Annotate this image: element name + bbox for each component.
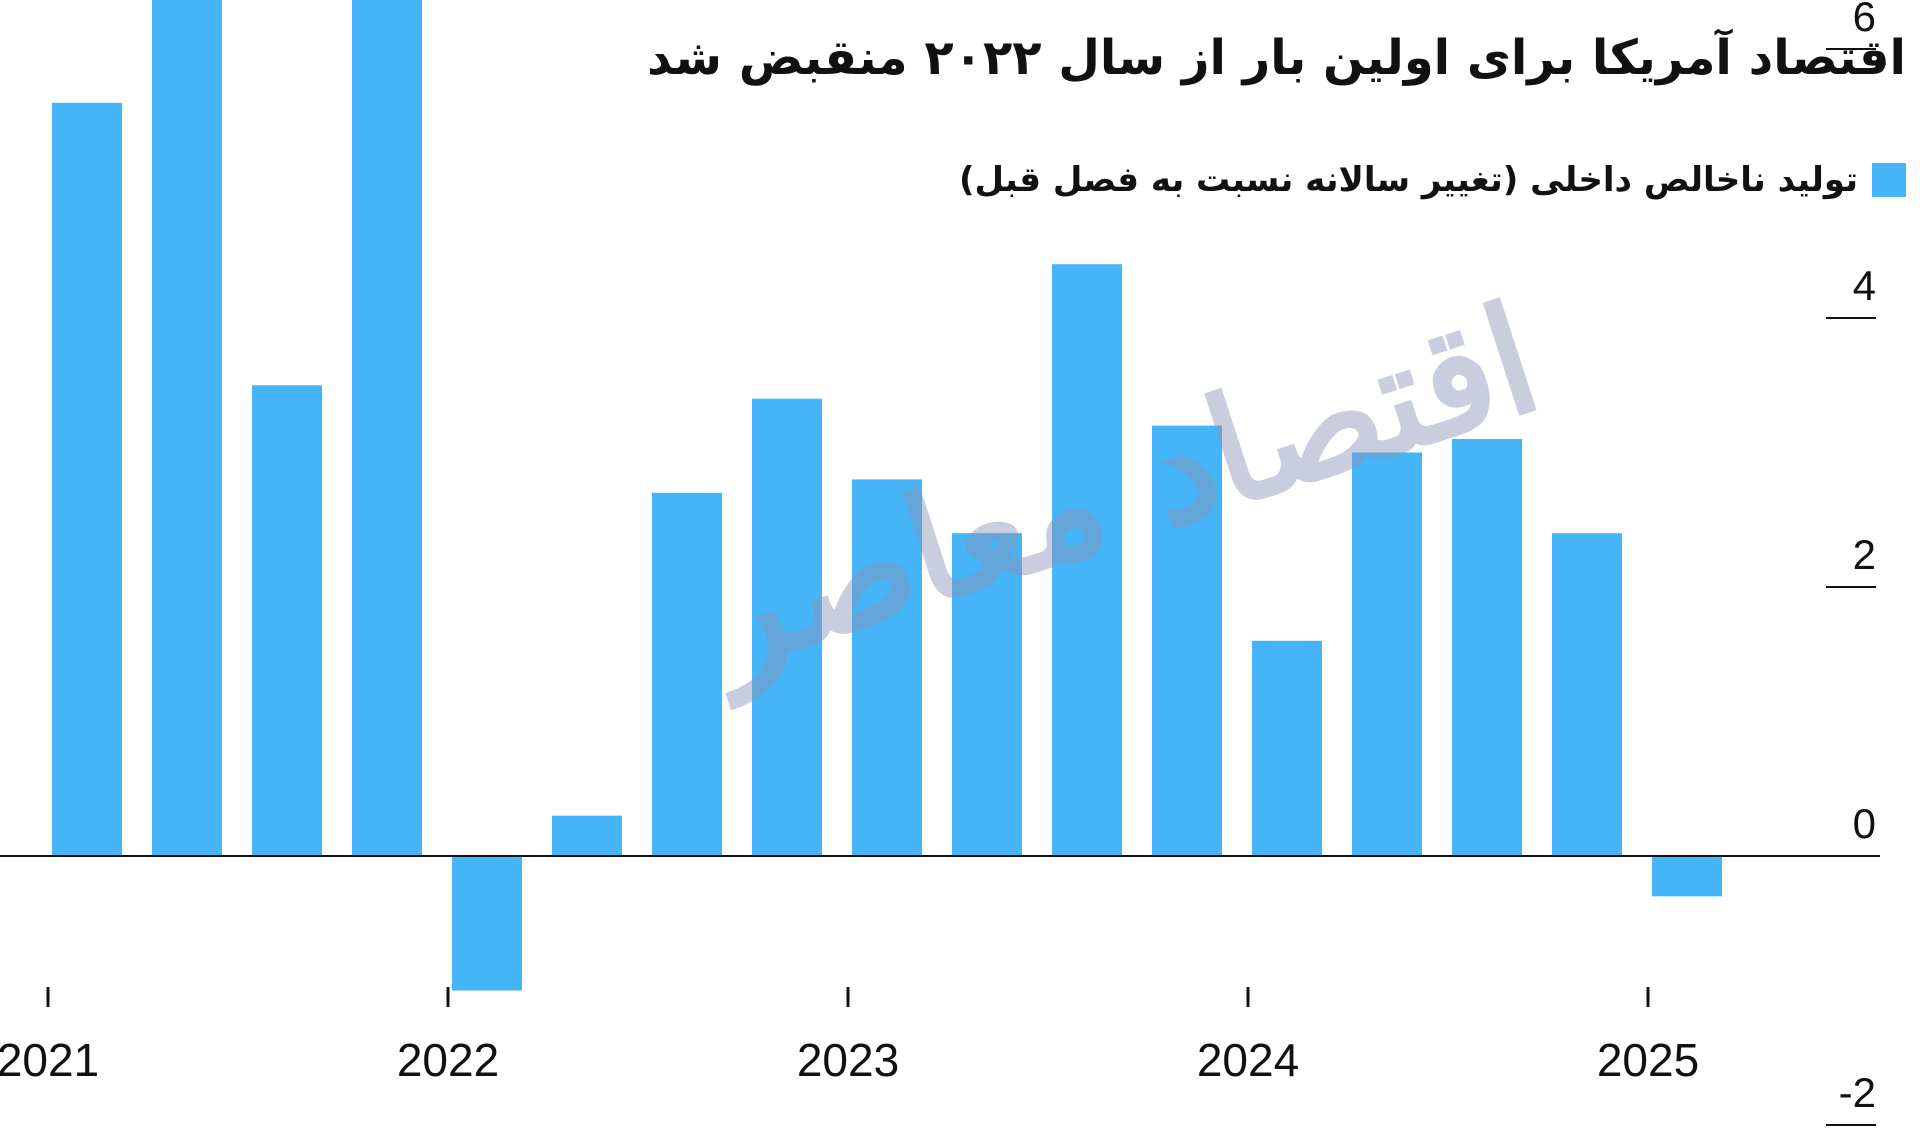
x-tick-label: 2022 [397, 1034, 499, 1086]
chart-title: اقتصاد آمریکا برای اولین بار از سال ۲۰۲۲… [647, 30, 1906, 86]
bar [252, 385, 322, 856]
bar [1452, 439, 1522, 856]
x-tick-label: 2023 [797, 1034, 899, 1086]
bar [752, 398, 822, 856]
bar [1252, 640, 1322, 856]
bar [852, 479, 922, 856]
bar [552, 815, 622, 856]
bar [152, 0, 222, 856]
legend-label: تولید ناخالص داخلی (تغییر سالانه نسبت به… [959, 160, 1858, 200]
bar [52, 102, 122, 857]
bar [652, 492, 722, 856]
bar [1352, 452, 1422, 856]
bar [1152, 425, 1222, 856]
x-tick-label: 2024 [1197, 1034, 1299, 1086]
y-tick-label: 4 [1853, 262, 1876, 309]
y-tick-label: -2 [1839, 1069, 1876, 1116]
y-tick-label: 6 [1853, 0, 1876, 40]
legend-swatch [1872, 163, 1906, 197]
y-tick-label: 0 [1853, 800, 1876, 847]
bar [1652, 856, 1722, 897]
x-tick-label: 2025 [1597, 1034, 1699, 1086]
bar [1052, 264, 1122, 856]
y-tick-label: 2 [1853, 531, 1876, 578]
x-tick-label: 2021 [0, 1034, 99, 1086]
bar [1552, 533, 1622, 856]
legend: تولید ناخالص داخلی (تغییر سالانه نسبت به… [959, 160, 1906, 200]
bar [352, 0, 422, 856]
bar [952, 533, 1022, 856]
bar [452, 856, 522, 991]
